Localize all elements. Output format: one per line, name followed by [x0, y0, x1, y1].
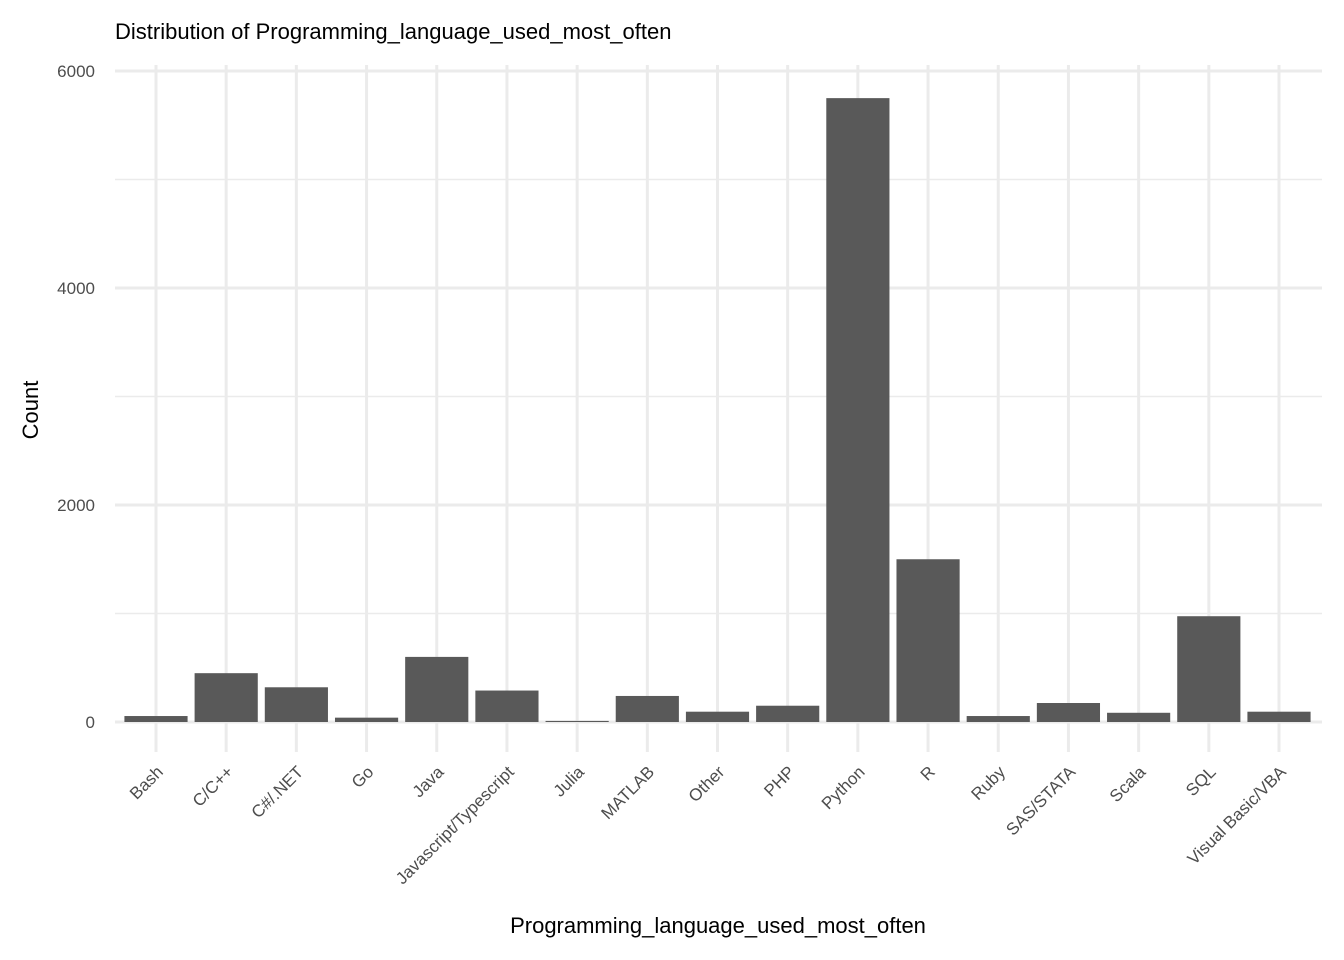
x-tick-label: SAS/STATA [1002, 762, 1079, 839]
y-tick-labels: 0 2000 4000 6000 [57, 62, 95, 732]
bar-c-net [264, 687, 328, 722]
bar-ruby [966, 716, 1030, 722]
x-tick-labels: Bash C/C++ C#/.NET Go JavaJavascript/Typescr… [126, 762, 1290, 888]
bar-go [334, 717, 399, 722]
bar-matlab [615, 695, 679, 722]
x-tick-label: Python [818, 762, 869, 813]
bar-scala [1107, 712, 1171, 722]
y-tick-label: 4000 [57, 279, 95, 298]
bar-c-c [194, 673, 258, 722]
x-tick-label: Bash [126, 762, 167, 803]
chart-title: Distribution of Programming_language_use… [115, 19, 671, 44]
bar-sas-stata [1036, 703, 1101, 722]
x-tick-label: C/C++ [189, 762, 237, 810]
bar-java [405, 656, 469, 722]
bar-bash [124, 716, 188, 722]
x-tick-label: MATLAB [597, 762, 658, 823]
x-tick-label: Go [348, 762, 377, 791]
bar-visual-basic-vba [1247, 711, 1311, 722]
bar-julia [545, 720, 609, 722]
y-tick-label: 2000 [57, 496, 95, 515]
bar-r [896, 559, 960, 722]
x-tick-label: Other [685, 762, 729, 806]
bar-python [826, 98, 890, 722]
x-axis-title: Programming_language_used_most_often [510, 913, 926, 938]
x-tick-label: SQL [1182, 762, 1219, 799]
x-tick-label: Scala [1106, 762, 1150, 806]
x-tick-label: C#/.NET [248, 762, 308, 822]
bar-php [756, 705, 820, 722]
x-tick-label: Julia [550, 762, 589, 801]
grid-lines [115, 65, 1322, 752]
x-tick-label: Ruby [968, 762, 1010, 804]
y-tick-label: 6000 [57, 62, 95, 81]
x-tick-label: Javascript/Typescript [392, 762, 518, 888]
bar-javascript-typescript [475, 690, 539, 722]
bar-other [685, 711, 750, 722]
bar-sql [1177, 616, 1241, 722]
y-tick-label: 0 [86, 713, 95, 732]
y-axis-title: Count [18, 381, 43, 440]
bars [124, 98, 1311, 722]
x-tick-label: R [917, 762, 939, 784]
x-tick-label: PHP [760, 762, 798, 800]
x-tick-label: Java [409, 762, 448, 801]
